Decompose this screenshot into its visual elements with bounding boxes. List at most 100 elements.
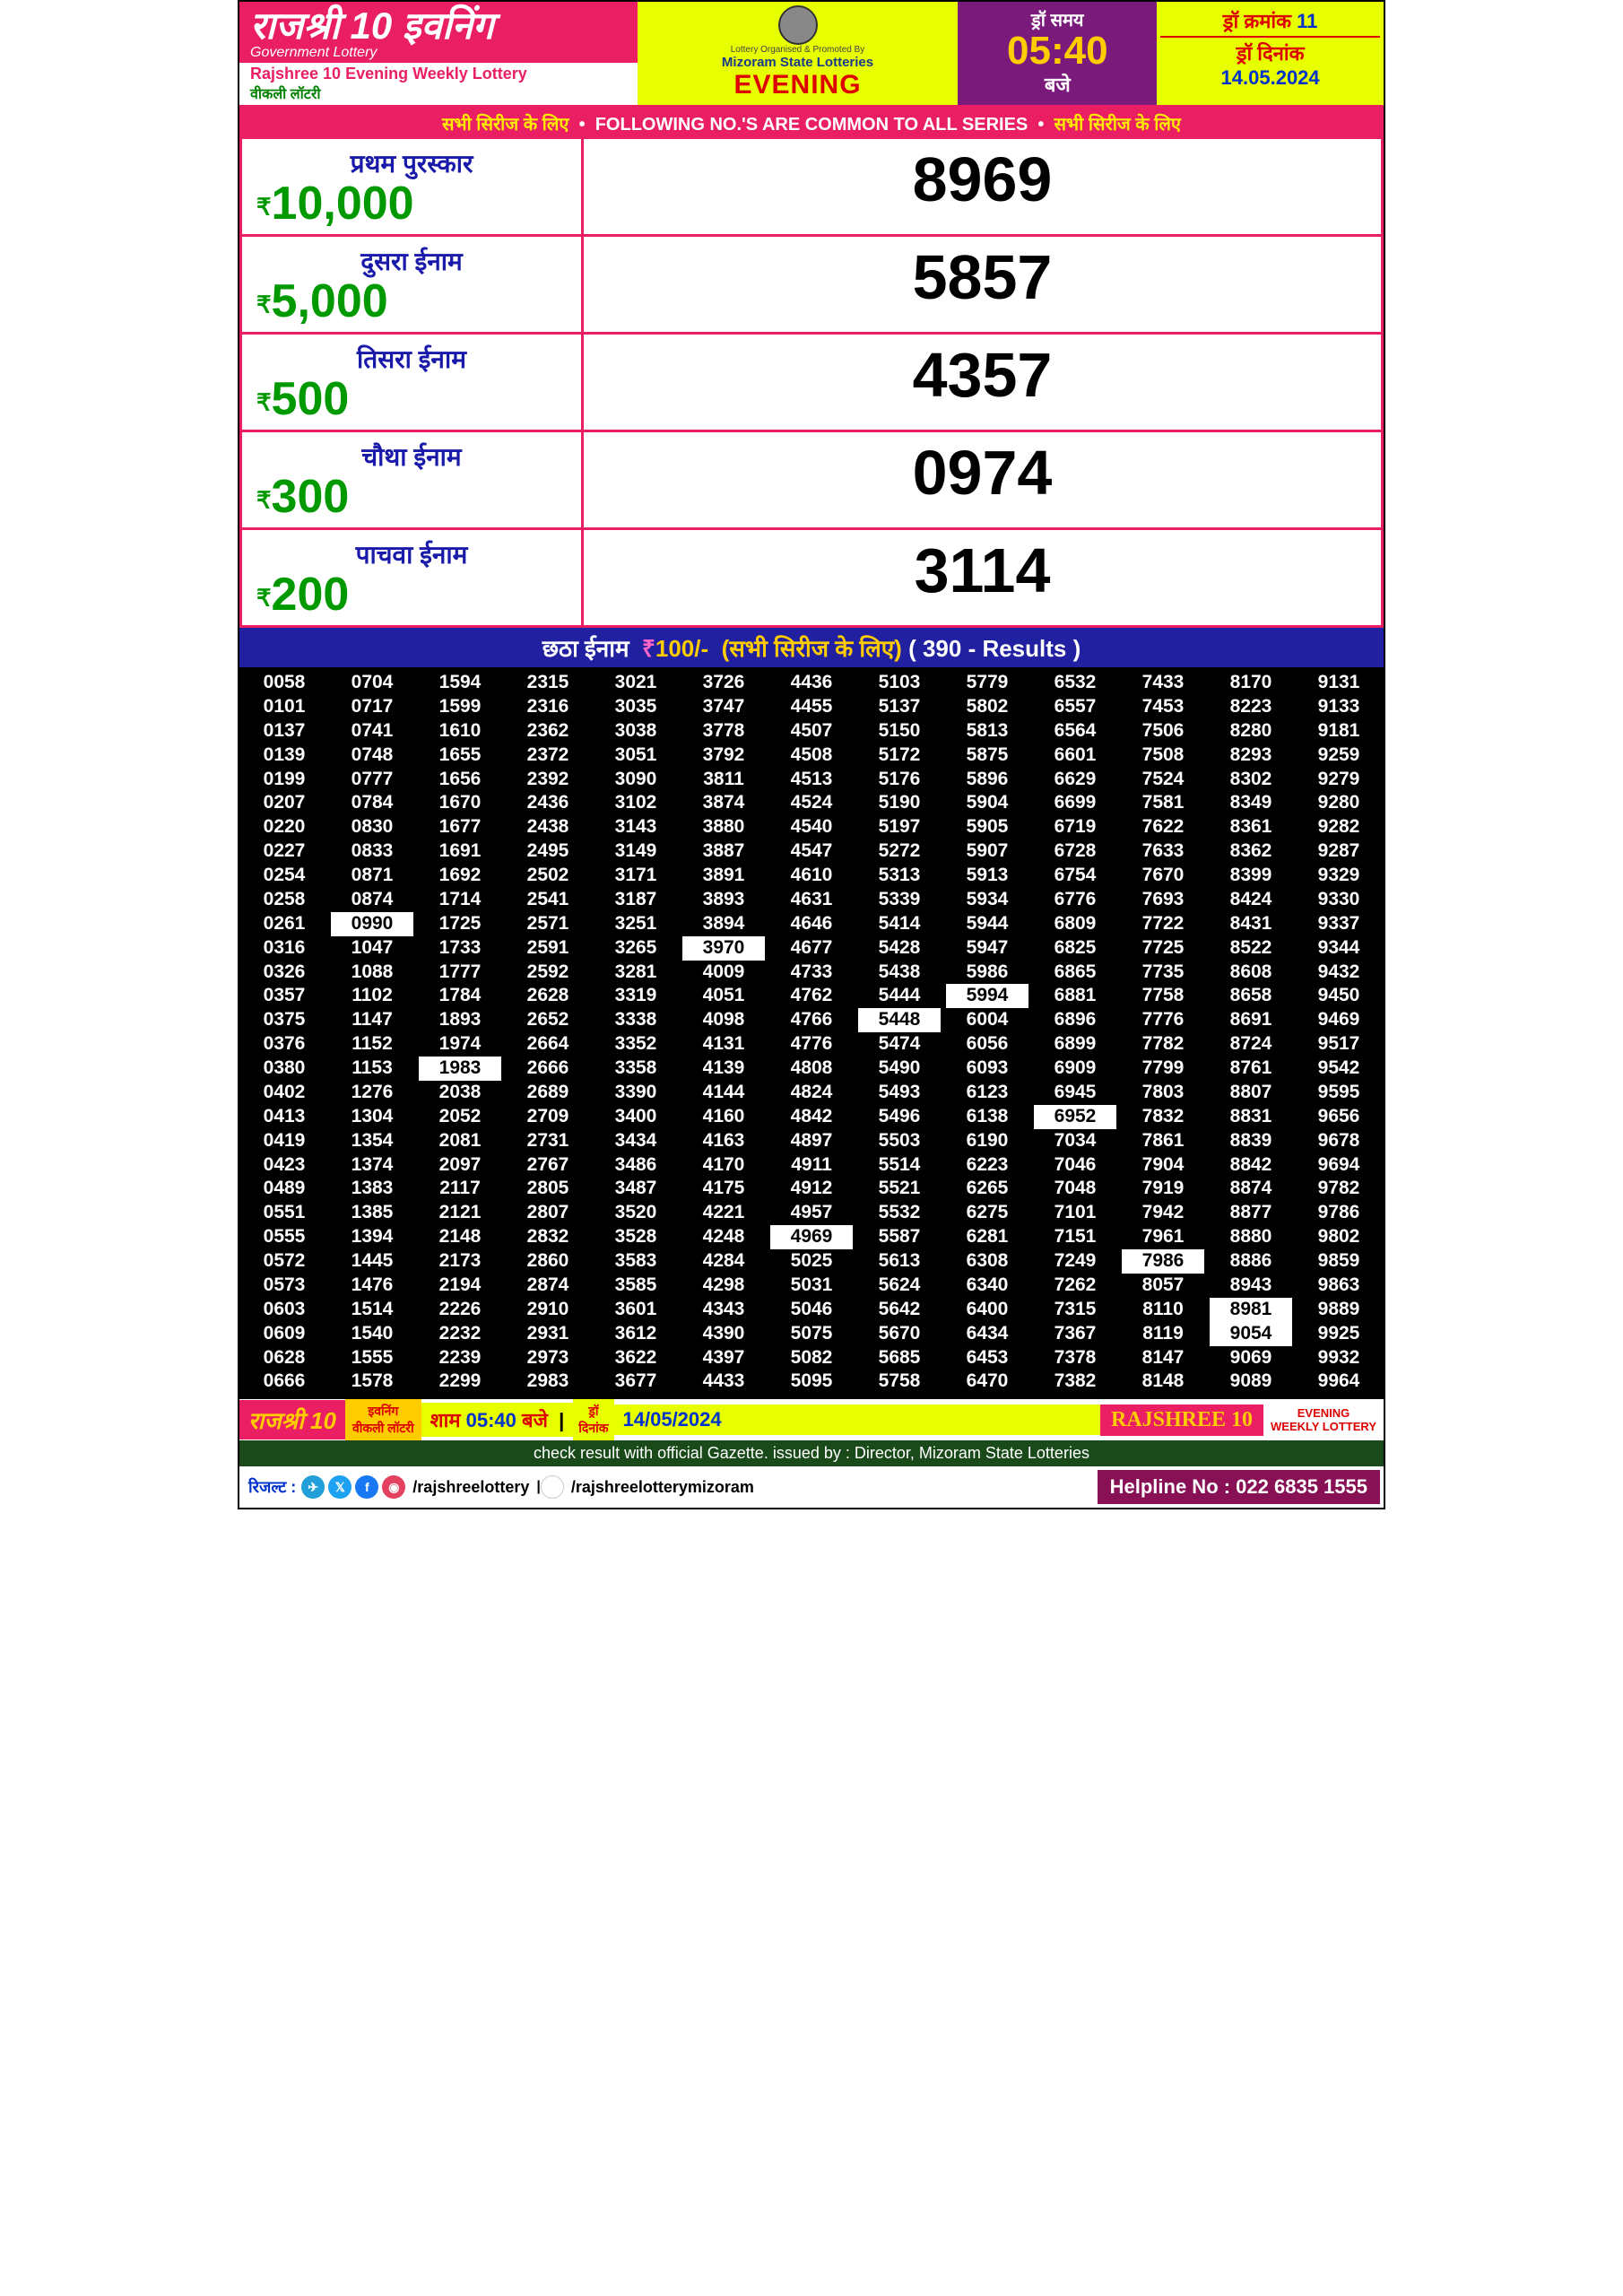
result-number: 9181 — [1298, 719, 1380, 744]
result-number: 5095 — [770, 1370, 853, 1394]
result-number: 5493 — [858, 1081, 941, 1105]
result-number: 1733 — [419, 936, 501, 961]
result-number: 6776 — [1034, 888, 1116, 912]
results-column: 8170822382808293830283498361836283998424… — [1210, 671, 1292, 1394]
result-number: 2438 — [507, 815, 589, 839]
result-number: 1374 — [331, 1153, 413, 1178]
result-number: 8658 — [1210, 984, 1292, 1008]
twitter-icon[interactable]: 𝕏 — [328, 1475, 352, 1499]
result-number: 6532 — [1034, 671, 1116, 695]
footer-bar: राजश्री 10 इवनिंग वीकली लॉटरी शाम 05:40 … — [239, 1397, 1384, 1440]
result-number: 1670 — [419, 791, 501, 815]
result-number: 5802 — [946, 695, 1028, 719]
result-number: 5875 — [946, 744, 1028, 768]
result-number: 7315 — [1034, 1298, 1116, 1322]
result-number: 0254 — [243, 864, 325, 888]
result-number: 2931 — [507, 1322, 589, 1346]
result-number: 2081 — [419, 1129, 501, 1153]
result-number: 6728 — [1034, 839, 1116, 864]
result-number: 3747 — [682, 695, 765, 719]
result-number: 5813 — [946, 719, 1028, 744]
result-number: 3792 — [682, 744, 765, 768]
facebook-icon[interactable]: f — [355, 1475, 378, 1499]
result-number: 2805 — [507, 1177, 589, 1201]
result-number: 8148 — [1122, 1370, 1204, 1394]
result-number: 2973 — [507, 1346, 589, 1370]
result-number: 2666 — [507, 1057, 589, 1081]
result-number: 8877 — [1210, 1201, 1292, 1225]
draw-date: ड्रॉ दिनांक 14.05.2024 — [1160, 38, 1380, 91]
footer-tag: EVENING WEEKLY LOTTERY — [1263, 1403, 1384, 1437]
result-number: 7433 — [1122, 671, 1204, 695]
result-number: 2832 — [507, 1225, 589, 1249]
result-number: 9279 — [1298, 768, 1380, 792]
result-number: 5642 — [858, 1298, 941, 1322]
result-number: 3090 — [595, 768, 677, 792]
result-number: 2299 — [419, 1370, 501, 1394]
result-number: 8874 — [1210, 1177, 1292, 1201]
lottery-result-sheet: राजश्री 10 इवनिंग Government Lottery Raj… — [238, 0, 1385, 1509]
telegram-icon[interactable]: ✈ — [301, 1475, 325, 1499]
results-column: 2315231623622372239224362438249525022541… — [507, 671, 589, 1394]
result-number: 4284 — [682, 1249, 765, 1274]
result-number: 6190 — [946, 1129, 1028, 1153]
result-number: 4507 — [770, 719, 853, 744]
result-number: 1152 — [331, 1032, 413, 1057]
result-number: 1578 — [331, 1370, 413, 1394]
instagram-icon[interactable]: ◉ — [382, 1475, 405, 1499]
result-number: 9678 — [1298, 1129, 1380, 1153]
result-number: 8831 — [1210, 1105, 1292, 1129]
result-number: 4221 — [682, 1201, 765, 1225]
result-number: 0376 — [243, 1032, 325, 1057]
result-number: 0609 — [243, 1322, 325, 1346]
result-number: 9337 — [1298, 912, 1380, 936]
result-number: 2983 — [507, 1370, 589, 1394]
result-number: 7861 — [1122, 1129, 1204, 1153]
result-number: 0572 — [243, 1249, 325, 1274]
youtube-icon[interactable]: ▶ — [541, 1475, 564, 1499]
result-number: 7961 — [1122, 1225, 1204, 1249]
result-number: 1276 — [331, 1081, 413, 1105]
prize-table: प्रथम पुरस्कार ₹10,000 8969 दुसरा ईनाम ₹… — [239, 139, 1384, 628]
result-number: 9863 — [1298, 1274, 1380, 1298]
result-number: 4098 — [682, 1008, 765, 1032]
result-number: 5532 — [858, 1201, 941, 1225]
result-number: 4139 — [682, 1057, 765, 1081]
result-number: 0489 — [243, 1177, 325, 1201]
result-number: 6699 — [1034, 791, 1116, 815]
prize-number: 8969 — [584, 139, 1381, 234]
header-brand: राजश्री 10 इवनिंग Government Lottery Raj… — [239, 2, 638, 105]
result-number: 8522 — [1210, 936, 1292, 961]
result-number: 1476 — [331, 1274, 413, 1298]
result-number: 9932 — [1298, 1346, 1380, 1370]
result-number: 3520 — [595, 1201, 677, 1225]
result-number: 5414 — [858, 912, 941, 936]
result-number: 4144 — [682, 1081, 765, 1105]
result-number: 5444 — [858, 984, 941, 1008]
result-number: 4610 — [770, 864, 853, 888]
result-number: 5896 — [946, 768, 1028, 792]
result-number: 4911 — [770, 1153, 853, 1178]
evening-label: EVENING — [641, 70, 955, 100]
result-number: 2239 — [419, 1346, 501, 1370]
result-number: 7803 — [1122, 1081, 1204, 1105]
helpline: Helpline No : 022 6835 1555 — [1098, 1470, 1380, 1504]
result-number: 4175 — [682, 1177, 765, 1201]
result-number: 1974 — [419, 1032, 501, 1057]
result-number: 6093 — [946, 1057, 1028, 1081]
result-number: 1153 — [331, 1057, 413, 1081]
result-number: 7832 — [1122, 1105, 1204, 1129]
prize-number: 4357 — [584, 335, 1381, 430]
result-number: 8842 — [1210, 1153, 1292, 1178]
result-number: 9694 — [1298, 1153, 1380, 1178]
result-number: 8147 — [1122, 1346, 1204, 1370]
result-number: 2121 — [419, 1201, 501, 1225]
footer-date: 14/05/2024 — [614, 1405, 1100, 1435]
gov-label: Government Lottery — [250, 45, 627, 61]
result-number: 3021 — [595, 671, 677, 695]
result-number: 8223 — [1210, 695, 1292, 719]
result-number: 1725 — [419, 912, 501, 936]
result-number: 8424 — [1210, 888, 1292, 912]
results-column: 1594159916101655165616701677169116921714… — [419, 671, 501, 1394]
result-number: 3726 — [682, 671, 765, 695]
